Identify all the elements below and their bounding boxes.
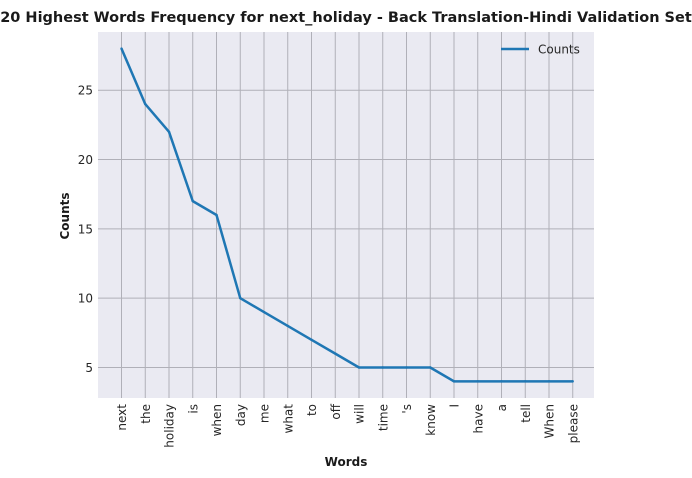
- x-tick-label: next: [115, 404, 129, 431]
- data-point: [476, 380, 479, 383]
- series-group: [120, 47, 574, 383]
- x-tick-label: to: [305, 404, 319, 416]
- data-point: [547, 380, 551, 383]
- data-point: [215, 213, 218, 217]
- y-tick-label: 20: [78, 153, 93, 167]
- y-tick-label: 15: [78, 222, 93, 236]
- x-tick-label: off: [329, 403, 343, 419]
- data-point: [167, 130, 171, 134]
- data-point: [262, 310, 266, 314]
- plot-area: [98, 32, 594, 398]
- y-tick-label: 5: [85, 361, 93, 375]
- x-tick-label: When: [543, 404, 557, 438]
- data-point: [571, 380, 574, 383]
- x-tick-label: know: [424, 404, 438, 436]
- x-tick-label: what: [281, 404, 295, 434]
- x-tick-labels: next the holiday is when day me what to off will ti…: [115, 403, 580, 447]
- data-point: [500, 380, 503, 383]
- data-point: [405, 366, 408, 369]
- y-tick-labels: 5 10 15 20 25: [78, 84, 93, 375]
- data-point: [357, 366, 361, 369]
- legend: Counts: [501, 43, 580, 57]
- x-tick-label: have: [471, 404, 485, 433]
- data-point: [429, 366, 432, 369]
- series-line-counts: [120, 48, 573, 383]
- x-tick-label: is: [186, 404, 200, 414]
- x-tick-label: day: [234, 404, 248, 426]
- x-tick-label: tell: [519, 404, 533, 423]
- x-tick-label: will: [353, 404, 367, 424]
- x-tick-label: please: [566, 404, 580, 443]
- data-point: [310, 338, 313, 341]
- data-point: [144, 102, 147, 106]
- chart-title: 20 Highest Words Frequency for next_holi…: [0, 10, 692, 26]
- x-tick-label: holiday: [163, 404, 177, 448]
- data-point: [286, 324, 289, 328]
- data-point: [334, 352, 337, 355]
- x-tick-label: the: [139, 404, 153, 424]
- data-point: [191, 199, 194, 203]
- gridlines: [98, 32, 594, 398]
- y-tick-label: 25: [78, 84, 93, 98]
- x-tick-label: me: [258, 404, 272, 423]
- data-point: [524, 380, 527, 383]
- legend-label: Counts: [538, 43, 580, 57]
- data-point: [120, 47, 123, 50]
- x-tick-label: time: [376, 404, 390, 431]
- data-point: [452, 380, 456, 383]
- x-tick-label: a: [495, 404, 509, 411]
- x-tick-label: 's: [400, 404, 414, 414]
- data-point: [381, 366, 384, 369]
- data-point: [239, 296, 242, 300]
- x-tick-label: when: [210, 404, 224, 436]
- y-axis-label: Counts: [58, 192, 72, 239]
- x-axis-label: Words: [325, 455, 368, 469]
- y-tick-label: 10: [78, 292, 93, 306]
- x-tick-label: I: [448, 404, 462, 408]
